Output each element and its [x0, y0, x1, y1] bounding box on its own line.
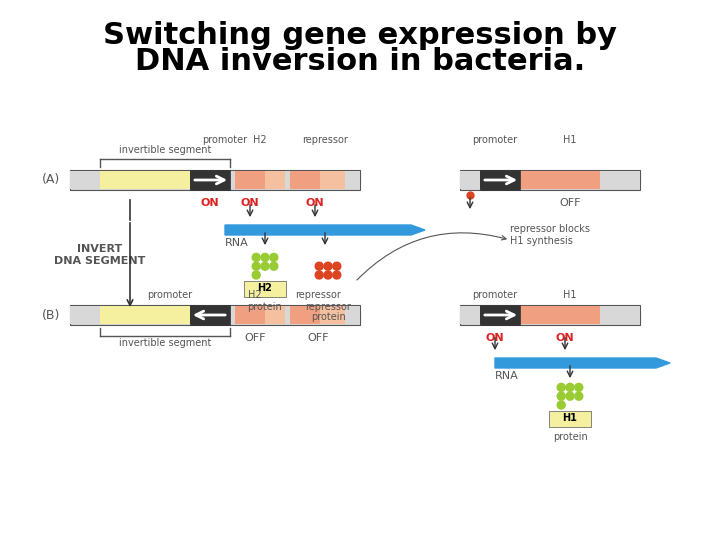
- FancyBboxPatch shape: [460, 170, 640, 190]
- FancyBboxPatch shape: [460, 305, 640, 325]
- Text: ON: ON: [240, 198, 259, 208]
- Circle shape: [575, 392, 582, 400]
- FancyBboxPatch shape: [549, 411, 591, 427]
- Text: promoter: promoter: [148, 290, 192, 300]
- Text: ON: ON: [556, 333, 575, 343]
- Circle shape: [566, 392, 574, 400]
- Text: Switching gene expression by: Switching gene expression by: [103, 21, 617, 50]
- FancyBboxPatch shape: [480, 171, 520, 189]
- Text: H1: H1: [563, 290, 577, 300]
- Text: repressor: repressor: [305, 302, 351, 312]
- Text: ON: ON: [306, 198, 324, 208]
- Text: H2: H2: [258, 283, 272, 293]
- Text: protein: protein: [248, 302, 282, 312]
- Circle shape: [333, 262, 341, 270]
- Text: DNA inversion in bacteria.: DNA inversion in bacteria.: [135, 48, 585, 77]
- FancyBboxPatch shape: [265, 171, 285, 189]
- FancyBboxPatch shape: [190, 171, 230, 189]
- FancyBboxPatch shape: [230, 171, 235, 189]
- Text: H1: H1: [562, 413, 577, 423]
- Circle shape: [333, 271, 341, 279]
- Text: OFF: OFF: [559, 198, 581, 208]
- Text: repressor: repressor: [295, 290, 341, 300]
- Circle shape: [557, 392, 565, 400]
- FancyBboxPatch shape: [460, 171, 480, 189]
- FancyBboxPatch shape: [244, 281, 286, 297]
- Text: RNA: RNA: [225, 238, 248, 248]
- Circle shape: [575, 383, 582, 392]
- FancyBboxPatch shape: [345, 171, 360, 189]
- Text: promoter: promoter: [472, 290, 518, 300]
- Circle shape: [315, 271, 323, 279]
- Text: invertible segment: invertible segment: [119, 338, 211, 348]
- Text: protein: protein: [310, 312, 346, 322]
- FancyBboxPatch shape: [290, 171, 320, 189]
- FancyBboxPatch shape: [70, 170, 360, 190]
- FancyBboxPatch shape: [480, 306, 520, 324]
- FancyBboxPatch shape: [600, 306, 625, 324]
- Text: repressor blocks
H1 synthesis: repressor blocks H1 synthesis: [510, 224, 590, 246]
- FancyBboxPatch shape: [190, 170, 230, 190]
- Text: H1: H1: [563, 135, 577, 145]
- Circle shape: [324, 271, 332, 279]
- Circle shape: [261, 253, 269, 261]
- Circle shape: [252, 262, 260, 270]
- FancyBboxPatch shape: [70, 305, 360, 325]
- Text: H2: H2: [253, 135, 267, 145]
- FancyBboxPatch shape: [70, 171, 100, 189]
- FancyArrow shape: [225, 225, 425, 235]
- FancyArrow shape: [495, 358, 670, 368]
- Circle shape: [261, 262, 269, 270]
- FancyArrowPatch shape: [357, 233, 506, 280]
- FancyBboxPatch shape: [520, 171, 600, 189]
- FancyBboxPatch shape: [265, 306, 285, 324]
- FancyBboxPatch shape: [320, 306, 345, 324]
- FancyBboxPatch shape: [460, 306, 480, 324]
- FancyBboxPatch shape: [235, 306, 265, 324]
- Text: RNA: RNA: [495, 371, 518, 381]
- Circle shape: [252, 253, 260, 261]
- Circle shape: [557, 401, 565, 409]
- Circle shape: [252, 271, 260, 279]
- Text: ON: ON: [486, 333, 504, 343]
- Circle shape: [270, 253, 278, 261]
- FancyBboxPatch shape: [345, 306, 360, 324]
- Text: OFF: OFF: [244, 333, 266, 343]
- FancyBboxPatch shape: [190, 305, 230, 325]
- Text: (A): (A): [42, 173, 60, 186]
- Circle shape: [270, 262, 278, 270]
- Text: promoter: promoter: [202, 135, 248, 145]
- FancyBboxPatch shape: [290, 306, 320, 324]
- Circle shape: [324, 262, 332, 270]
- Text: invertible segment: invertible segment: [119, 145, 211, 155]
- FancyBboxPatch shape: [100, 171, 190, 189]
- FancyBboxPatch shape: [480, 305, 520, 325]
- FancyBboxPatch shape: [70, 306, 100, 324]
- Text: repressor: repressor: [302, 135, 348, 145]
- FancyBboxPatch shape: [190, 306, 230, 324]
- Text: (B): (B): [42, 308, 60, 321]
- Text: INVERT
DNA SEGMENT: INVERT DNA SEGMENT: [54, 244, 145, 266]
- FancyBboxPatch shape: [285, 171, 290, 189]
- FancyBboxPatch shape: [285, 306, 290, 324]
- Text: promoter: promoter: [472, 135, 518, 145]
- Circle shape: [557, 383, 565, 392]
- FancyBboxPatch shape: [235, 171, 265, 189]
- Text: OFF: OFF: [307, 333, 329, 343]
- FancyBboxPatch shape: [520, 306, 600, 324]
- FancyBboxPatch shape: [100, 306, 190, 324]
- FancyBboxPatch shape: [625, 171, 640, 189]
- Text: ON: ON: [201, 198, 220, 208]
- Circle shape: [315, 262, 323, 270]
- FancyBboxPatch shape: [600, 171, 625, 189]
- FancyBboxPatch shape: [230, 306, 235, 324]
- FancyBboxPatch shape: [480, 170, 520, 190]
- Circle shape: [566, 383, 574, 392]
- Text: H2: H2: [248, 290, 262, 300]
- Text: protein: protein: [553, 432, 588, 442]
- FancyBboxPatch shape: [625, 306, 640, 324]
- FancyBboxPatch shape: [320, 171, 345, 189]
